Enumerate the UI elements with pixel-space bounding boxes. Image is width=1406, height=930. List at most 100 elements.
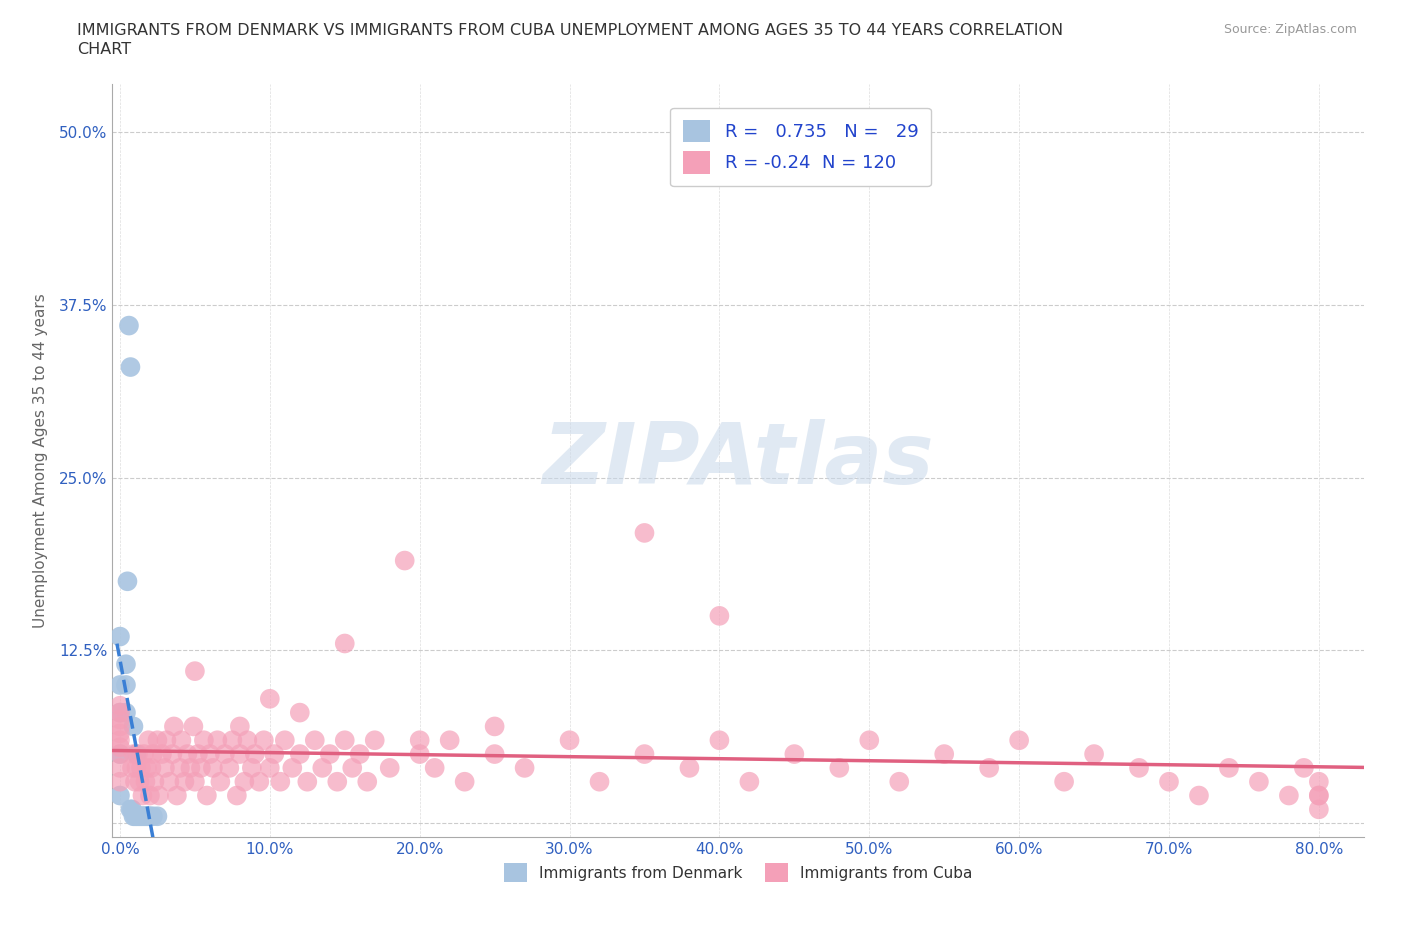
Point (558, 733, 581, 748)
Point (225, 788, 247, 803)
Point (1218, 761, 1240, 776)
Point (128, 809, 150, 824)
Point (108, 739, 131, 754)
Point (108, 719, 131, 734)
Text: ZIPAtlas: ZIPAtlas (543, 418, 934, 502)
Point (184, 664, 207, 679)
Point (1188, 788, 1211, 803)
Point (108, 705, 131, 720)
Point (150, 747, 173, 762)
Point (1083, 747, 1105, 762)
Legend: Immigrants from Denmark, Immigrants from Cuba: Immigrants from Denmark, Immigrants from… (496, 856, 980, 890)
Point (247, 775, 270, 790)
Point (155, 733, 177, 748)
Point (356, 775, 378, 790)
Point (453, 775, 475, 790)
Point (193, 733, 215, 748)
Point (288, 747, 311, 762)
Point (124, 809, 146, 824)
Point (142, 809, 165, 824)
Point (342, 761, 364, 776)
Point (588, 775, 610, 790)
Point (1157, 775, 1180, 790)
Point (738, 775, 761, 790)
Point (1053, 775, 1076, 790)
Point (173, 775, 195, 790)
Point (121, 802, 143, 817)
Point (187, 747, 209, 762)
Point (132, 747, 155, 762)
Point (162, 747, 184, 762)
Point (326, 775, 349, 790)
Point (138, 809, 160, 824)
Point (1278, 788, 1301, 803)
Point (259, 691, 281, 706)
Point (141, 761, 163, 776)
Point (122, 719, 145, 734)
Point (121, 761, 143, 776)
Point (364, 733, 387, 748)
Point (240, 761, 263, 776)
Point (934, 747, 956, 762)
Point (108, 733, 131, 748)
Point (484, 747, 506, 762)
Point (409, 747, 432, 762)
Point (115, 657, 138, 671)
Point (153, 761, 176, 776)
Point (120, 802, 142, 817)
Point (143, 775, 166, 790)
Point (108, 761, 131, 776)
Point (170, 733, 193, 748)
Point (122, 809, 145, 824)
Point (139, 788, 162, 803)
Point (166, 788, 188, 803)
Point (124, 775, 146, 790)
Point (319, 747, 342, 762)
Point (146, 733, 169, 748)
Point (409, 733, 432, 748)
Point (274, 733, 297, 748)
Point (333, 636, 356, 651)
Point (201, 761, 224, 776)
Point (783, 747, 806, 762)
Point (349, 747, 371, 762)
Point (125, 747, 148, 762)
Point (236, 733, 259, 748)
Point (633, 747, 655, 762)
Point (214, 747, 236, 762)
Point (378, 761, 401, 776)
Point (263, 747, 285, 762)
Point (333, 733, 356, 748)
Point (108, 705, 131, 720)
Point (115, 678, 138, 693)
Point (269, 775, 291, 790)
Point (117, 574, 139, 589)
Point (138, 733, 160, 748)
Point (1008, 733, 1031, 748)
Point (858, 733, 880, 748)
Point (423, 761, 446, 776)
Point (1247, 775, 1270, 790)
Point (129, 761, 152, 776)
Point (132, 809, 155, 824)
Point (297, 775, 319, 790)
Point (190, 761, 212, 776)
Point (484, 719, 506, 734)
Text: CHART: CHART (77, 42, 131, 57)
Point (311, 761, 333, 776)
Point (136, 809, 159, 824)
Point (184, 775, 207, 790)
Point (128, 775, 150, 790)
Point (304, 733, 326, 748)
Point (115, 705, 138, 720)
Text: IMMIGRANTS FROM DENMARK VS IMMIGRANTS FROM CUBA UNEMPLOYMENT AMONG AGES 35 TO 44: IMMIGRANTS FROM DENMARK VS IMMIGRANTS FR… (77, 23, 1063, 38)
Point (131, 809, 153, 824)
Point (253, 733, 276, 748)
Point (281, 761, 304, 776)
Point (127, 747, 149, 762)
Point (889, 775, 911, 790)
Point (513, 761, 536, 776)
Point (1128, 761, 1150, 776)
Point (183, 719, 205, 734)
Point (125, 761, 148, 776)
